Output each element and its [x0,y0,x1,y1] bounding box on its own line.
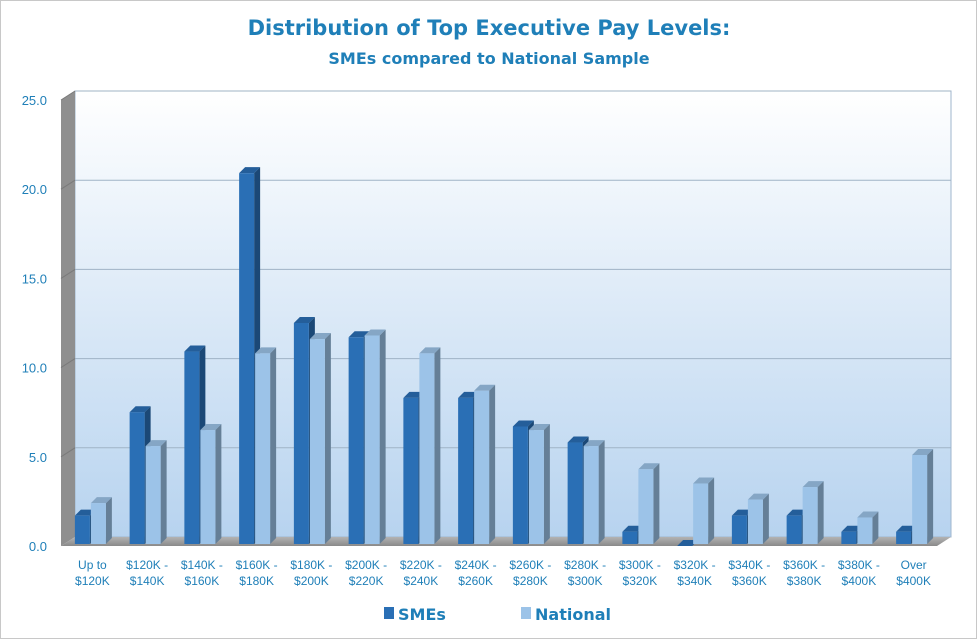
x-tick-label: $180K - [290,558,332,572]
x-axis-ticks: Up to $120K $120K - $140K $140K - $160K $160K … [75,558,931,588]
x-tick-label: $200K - [345,558,387,572]
bar-national-13 [802,481,824,544]
bar-national-6 [419,347,441,544]
plot-side-wall [61,91,75,546]
bar-national-5 [364,329,386,544]
x-tick-label: $220K [349,574,384,588]
bar-national-0 [90,497,112,544]
x-tick-label: $320K - [674,558,716,572]
bar-national-14 [857,511,879,544]
bar-national-1 [145,440,167,544]
x-tick-label: $140K - [181,558,223,572]
x-tick-label: $400K [842,574,877,588]
y-tick-label: 0.0 [29,539,47,554]
bars [74,167,934,546]
x-tick-label: $280K - [564,558,606,572]
bar-national-11 [693,477,715,544]
gridline-side [60,447,76,458]
gridline-side [60,90,76,101]
bar-national-8 [528,424,550,544]
legend-label-smes: SMEs [398,605,446,624]
x-tick-label: $120K [75,574,110,588]
x-tick-label: $380K - [838,558,880,572]
plot-floor [61,537,951,546]
x-tick-label: $240K - [455,558,497,572]
x-tick-label: $400K [896,574,931,588]
y-tick-label: 25.0 [22,93,47,108]
y-tick-label: 10.0 [22,361,47,376]
gridline-side [60,358,76,369]
x-tick-label: $300K - [619,558,661,572]
x-tick-label: $120K - [126,558,168,572]
gridline-side [60,179,76,190]
x-tick-label: $360K [732,574,767,588]
x-tick-label: $200K [294,574,329,588]
bar-national-3 [255,347,277,544]
x-tick-label: $360K - [783,558,825,572]
x-tick-label: $260K [458,574,493,588]
bar-national-7 [474,384,496,544]
y-tick-label: 15.0 [22,271,47,286]
legend-swatch-smes [384,607,394,619]
legend-label-national: National [535,605,611,624]
bar-national-15 [912,449,934,544]
bar-national-4 [309,333,331,544]
bar-national-12 [747,493,769,544]
chart-subtitle: SMEs compared to National Sample [328,49,649,68]
gridline-side [60,268,76,279]
x-tick-label: $260K - [509,558,551,572]
x-tick-label: $180K [239,574,274,588]
x-tick-label: $160K - [236,558,278,572]
x-tick-label: $300K [568,574,603,588]
bar-national-2 [200,424,222,544]
x-tick-label: $340K [677,574,712,588]
legend-swatch-national [521,607,531,619]
y-tick-label: 20.0 [22,182,47,197]
x-tick-label: $140K [130,574,165,588]
bar-national-10 [638,463,660,544]
x-tick-label: $320K [623,574,658,588]
x-tick-label: $340K - [728,558,770,572]
x-tick-label: $220K - [400,558,442,572]
y-axis-ticks: 0.0 5.0 10.0 15.0 20.0 25.0 [22,93,47,554]
x-tick-label: $160K [185,574,220,588]
x-tick-label: Up to [78,558,107,572]
x-tick-label: $240K [404,574,439,588]
chart-title: Distribution of Top Executive Pay Levels… [248,16,731,40]
bar-national-9 [583,440,605,544]
x-tick-label: $380K [787,574,822,588]
x-tick-label: Over [901,558,927,572]
x-tick-label: $280K [513,574,548,588]
legend: SMEs National [384,605,611,624]
y-tick-label: 5.0 [29,450,47,465]
